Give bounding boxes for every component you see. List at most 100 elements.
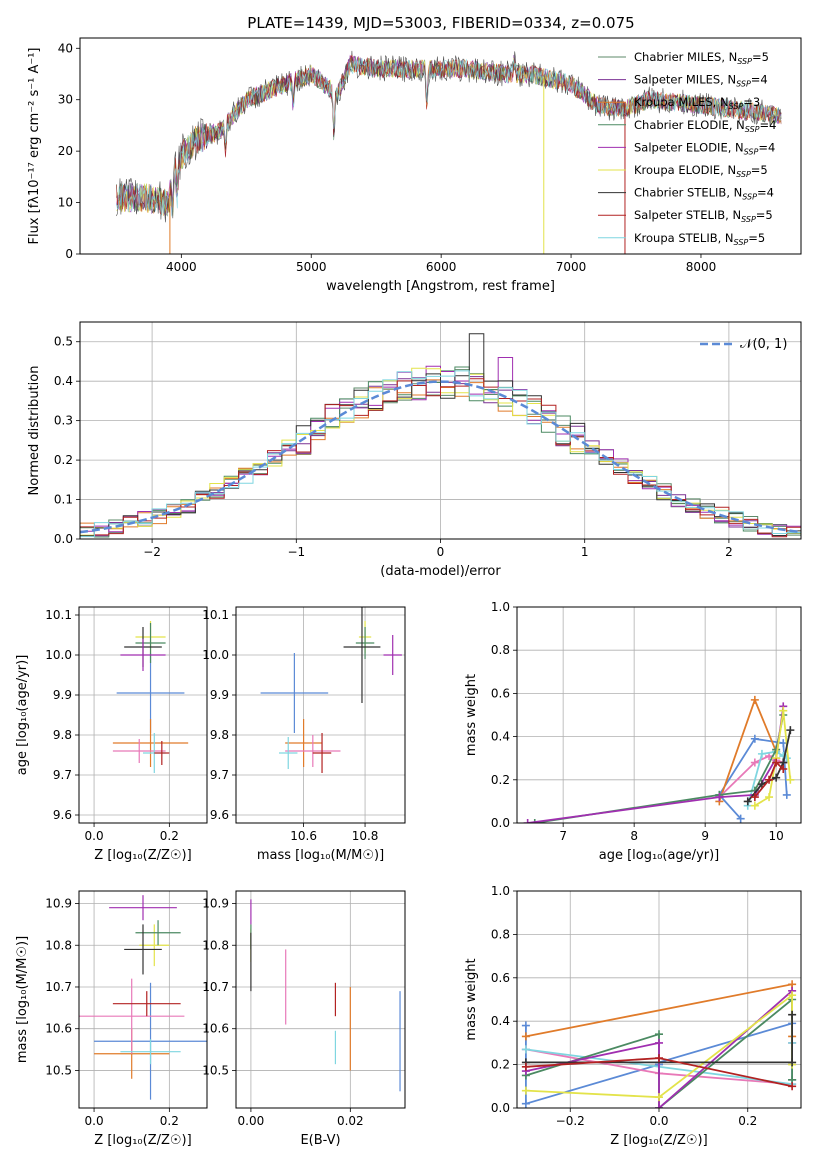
legend-label: Kroupa MILES, NSSP=3 xyxy=(634,95,760,111)
x-tick-label: 0.0 xyxy=(85,1114,104,1128)
y-tick-label: 0.0 xyxy=(54,532,73,546)
axes-frame xyxy=(235,606,406,824)
x-tick-label: −2 xyxy=(143,545,161,559)
mass-weight-marker xyxy=(750,801,759,810)
y-tick-label: 10.7 xyxy=(45,980,72,994)
mass-weight-marker xyxy=(772,758,781,767)
panel-EBV_vs_mass: 0.00 0.02 10.5 10.6 10.7 10.8 10.9 E(B-V) xyxy=(202,890,406,1148)
x-tick-label: 1 xyxy=(581,545,589,559)
y-tick-label: 9.6 xyxy=(53,808,72,822)
x-tick-label: 0.0 xyxy=(649,1114,668,1128)
y-tick-label: 0.5 xyxy=(54,335,73,349)
x-tick-label: 0.2 xyxy=(160,1114,179,1128)
legend-label: Chabrier STELIB, NSSP=4 xyxy=(634,186,774,202)
x-tick-label: −1 xyxy=(287,545,305,559)
mass-weight-marker xyxy=(786,726,795,735)
mass-weight-marker xyxy=(655,1104,663,1108)
y-tick-label: 30 xyxy=(58,93,73,107)
y-tick-label: 9.9 xyxy=(210,688,229,702)
mass-weight-marker xyxy=(750,793,759,802)
mass-weight-marker xyxy=(521,1021,530,1030)
x-tick-label: 8000 xyxy=(686,260,717,274)
plot-area xyxy=(112,621,189,773)
y-axis-label: mass weight xyxy=(464,958,479,1040)
y-tick-label: 0.2 xyxy=(54,453,73,467)
mass-weight-marker xyxy=(736,814,745,823)
y-axis-label: Flux [fλ10⁻¹⁷ erg cm⁻² s⁻¹ A⁻¹] xyxy=(27,48,42,245)
x-axis-label: E(B-V) xyxy=(300,1133,340,1148)
x-tick-label: 8 xyxy=(630,829,638,843)
y-tick-label: 10.1 xyxy=(202,608,229,622)
x-tick-label: 0.2 xyxy=(738,1114,757,1128)
plot-area xyxy=(79,895,207,1100)
plot-area xyxy=(523,695,795,823)
mass-weight-marker xyxy=(750,758,759,767)
x-axis-label: wavelength [Angstrom, rest frame] xyxy=(326,279,555,294)
mass-weight-marker xyxy=(788,1082,797,1091)
mass-weight-marker xyxy=(521,1099,530,1108)
mass-weight-marker xyxy=(779,706,788,715)
y-tick-label: 10.5 xyxy=(45,1063,72,1077)
y-tick-label: 9.8 xyxy=(210,728,229,742)
x-tick-label: −0.2 xyxy=(556,1114,585,1128)
legend-label: Chabrier MILES, NSSP=5 xyxy=(634,50,769,66)
axes-frame xyxy=(516,606,802,824)
x-tick-label: 2 xyxy=(725,545,733,559)
y-tick-label: 1.0 xyxy=(491,884,510,898)
mass-weight-marker xyxy=(523,819,532,823)
x-tick-label: 5000 xyxy=(296,260,327,274)
x-axis-label: Z [log₁₀(Z/Z☉)] xyxy=(94,1133,191,1148)
mass-weight-marker xyxy=(715,793,724,802)
y-tick-label: 0.8 xyxy=(491,927,510,941)
legend-label: Salpeter ELODIE, NSSP=4 xyxy=(634,140,775,156)
legend-label: Salpeter STELIB, NSSP=5 xyxy=(634,208,773,224)
y-tick-label: 0.2 xyxy=(491,1058,510,1072)
legend-label: Kroupa ELODIE, NSSP=5 xyxy=(634,163,768,179)
x-axis-label: Z [log₁₀(Z/Z☉)] xyxy=(610,1133,707,1148)
y-tick-label: 0.0 xyxy=(491,1101,510,1115)
y-tick-label: 9.8 xyxy=(53,728,72,742)
mass-weight-marker xyxy=(788,991,797,1000)
gaussian-curve xyxy=(80,380,801,534)
y-tick-label: 0.0 xyxy=(491,816,510,830)
mass-weight-marker xyxy=(765,775,774,784)
x-tick-label: 0.2 xyxy=(160,829,179,843)
y-tick-label: 10.7 xyxy=(202,980,229,994)
x-tick-label: 9 xyxy=(701,829,709,843)
y-tick-label: 40 xyxy=(58,41,73,55)
y-tick-label: 9.9 xyxy=(53,688,72,702)
x-tick-label: 0.00 xyxy=(238,1114,265,1128)
axes-frame xyxy=(516,890,802,1109)
x-tick-label: 10.8 xyxy=(352,829,379,843)
mass-weight-marker xyxy=(530,819,539,823)
panel-mass_vs_age: 10.6 10.8 9.6 9.7 9.8 9.9 10.0 10.1 mass [log₁₀(… xyxy=(202,606,406,863)
y-tick-label: 10.8 xyxy=(202,938,229,952)
y-tick-label: 9.6 xyxy=(210,808,229,822)
y-tick-label: 10 xyxy=(58,196,73,210)
panel-age_vs_mass_weight: 7 8 9 10 0.0 0.2 0.4 0.6 0.8 1.0 age [log₁₀(age/yr… xyxy=(464,600,802,863)
y-tick-label: 10.9 xyxy=(202,897,229,911)
y-axis-label: age [log₁₀(age/yr)] xyxy=(15,655,30,776)
plot-area xyxy=(250,899,401,1092)
panel-spectrum: 4000 5000 6000 7000 8000 0 10 20 30 40 wavelength … xyxy=(27,37,802,294)
x-tick-label: 6000 xyxy=(426,260,457,274)
x-axis-label: Z [log₁₀(Z/Z☉)] xyxy=(94,848,191,863)
mass-weight-marker xyxy=(655,1054,663,1063)
y-tick-label: 10.8 xyxy=(45,938,72,952)
mass-weight-marker xyxy=(782,790,791,799)
plot-area xyxy=(80,333,801,538)
mass-weight-marker xyxy=(521,1086,530,1095)
y-axis-label: mass [log₁₀(M/M☉)] xyxy=(15,936,30,1063)
axes-frame xyxy=(78,890,208,1109)
spectrum-series xyxy=(116,58,782,217)
y-tick-label: 10.9 xyxy=(45,897,72,911)
mass-weight-marker xyxy=(521,1062,530,1071)
mass-weight-series xyxy=(525,990,793,1108)
mass-weight-marker xyxy=(655,1038,663,1047)
y-tick-label: 10.1 xyxy=(45,608,72,622)
x-tick-label: 10 xyxy=(769,829,784,843)
y-tick-label: 10.0 xyxy=(45,648,72,662)
y-tick-label: 0.1 xyxy=(54,493,73,507)
x-axis-label: age [log₁₀(age/yr)] xyxy=(599,848,720,863)
mass-weight-marker xyxy=(786,775,795,784)
